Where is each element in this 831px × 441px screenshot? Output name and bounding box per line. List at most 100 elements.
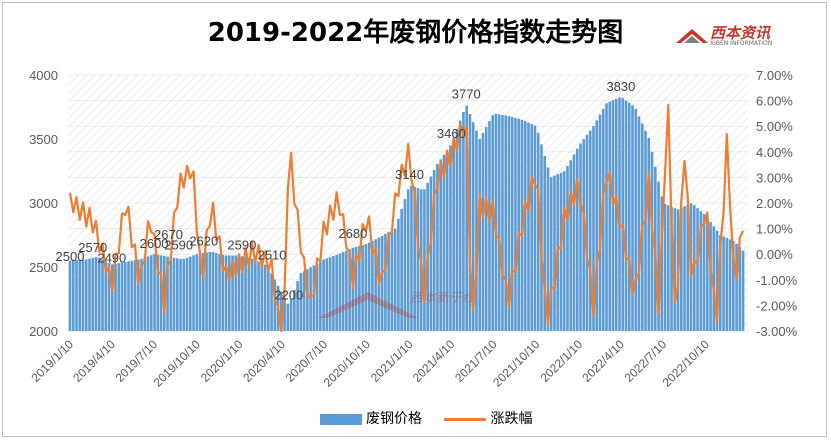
price-bar [133,260,137,331]
price-bar [273,279,277,331]
right-tick-label: -2.00% [756,298,798,313]
price-bar [728,239,732,331]
price-bar [413,186,416,331]
price-bar [319,261,322,331]
price-bar [507,116,511,332]
price-bar [514,117,517,332]
price-bar [510,117,514,332]
legend-swatch-price [320,413,362,425]
x-axis-ticks: 2019/1/102019/4/102019/7/102019/10/10202… [28,337,712,390]
price-bar [741,250,745,331]
price-bar [348,249,351,331]
price-bar [390,230,394,331]
price-bar [254,259,257,331]
price-bar [657,181,660,331]
price-bar [328,257,332,331]
price-bar [481,133,485,331]
right-tick-label: -3.00% [756,324,798,339]
logo-text: 西本资讯 [710,24,771,42]
price-bar [185,257,189,331]
price-bar [179,258,182,331]
price-bar [387,232,390,331]
price-bar [588,130,592,331]
price-bar [595,120,599,331]
price-bar [624,100,628,331]
data-label: 2490 [97,250,126,265]
price-bar [579,143,582,331]
price-bar [182,258,186,331]
price-bar [211,252,215,331]
price-bar [706,217,709,331]
price-bar [325,258,329,331]
price-bar [608,101,612,331]
price-bar [120,262,124,331]
price-bar [169,257,173,331]
price-bar [611,100,615,331]
price-bar [91,257,95,331]
price-bar [263,264,267,331]
data-label: 2680 [338,226,367,241]
price-bar [306,269,309,331]
right-tick-label: 5.00% [756,119,793,134]
price-bar [504,115,508,332]
price-bar [189,256,192,331]
price-bar [143,257,147,331]
left-tick-label: 3000 [29,196,58,211]
price-bar [198,253,202,331]
price-bar [722,236,725,331]
price-bar [172,257,176,331]
price-bar [371,240,374,331]
price-bar [302,271,306,331]
price-bar [231,255,234,331]
price-bar [406,189,410,331]
price-bar [663,203,667,331]
price-bar [374,239,377,331]
price-bar [423,189,426,331]
right-tick-label: 3.00% [756,170,793,185]
price-bar [208,251,212,331]
price-bar [101,259,104,331]
x-tick-label: 2022/4/10 [579,337,627,385]
price-bar [309,267,312,331]
x-tick-label: 2019/10/10 [151,337,204,390]
price-bar [530,124,534,331]
price-bar [153,254,156,331]
price-bar [289,299,293,331]
price-bar [400,208,403,331]
price-bar [127,261,130,331]
x-tick-label: 2020/4/10 [240,337,288,385]
right-tick-label: 0.00% [756,247,793,262]
price-bar [332,256,335,331]
price-bar [345,250,348,331]
data-label: 2620 [189,234,218,249]
price-bar [432,170,436,331]
price-bar [315,263,319,331]
price-bar [192,255,195,331]
price-bar [673,208,677,331]
price-bar [725,237,729,331]
price-bar [312,265,316,331]
logo-subtext: XIBEN INFORMATION [710,40,773,47]
price-bar [162,256,166,331]
price-bar [631,105,634,331]
right-tick-label: 6.00% [756,94,793,109]
price-bar [679,207,683,331]
price-bar [202,253,205,331]
legend: 废钢价格 涨跌幅 [320,408,550,428]
price-bar [97,257,101,331]
data-label: 3460 [437,126,466,141]
price-bar [270,273,273,331]
price-bar [696,208,699,331]
price-bar [107,262,111,331]
left-axis-ticks: 2000 2500 3000 3500 4000 [29,68,58,339]
price-bar [491,115,495,332]
price-bar [416,188,420,331]
price-bar [458,120,462,331]
watermark-roof-icon [318,292,418,318]
price-bar [543,155,547,331]
legend-label-change: 涨跌幅 [490,411,533,427]
price-bar [598,114,602,332]
price-bar [166,256,169,331]
right-tick-label: 4.00% [756,145,793,160]
